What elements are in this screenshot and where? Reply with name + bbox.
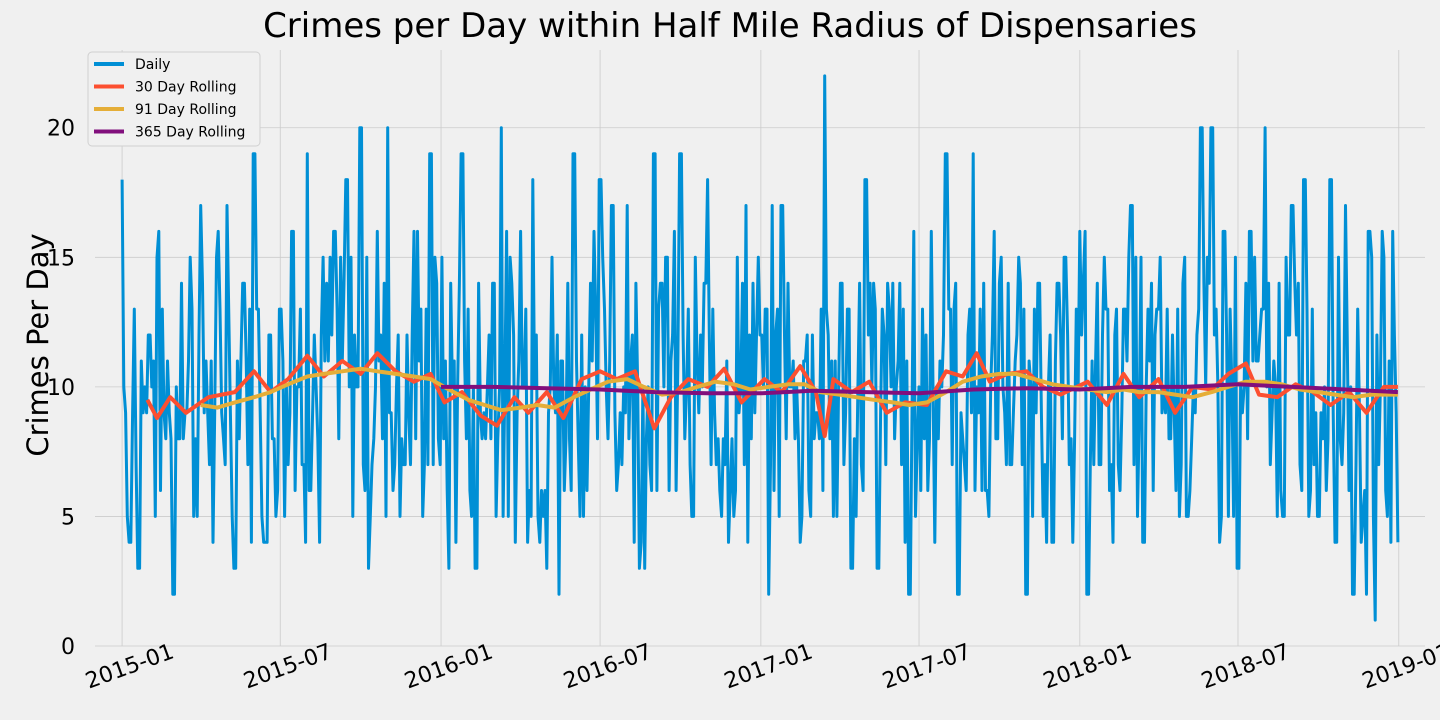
series-lines — [120, 74, 1400, 622]
y-tick-label: 20 — [47, 117, 75, 142]
y-tick-label: 0 — [61, 635, 75, 660]
y-axis-label: Crimes Per Day — [21, 233, 55, 456]
legend-label: 365 Day Rolling — [135, 125, 245, 141]
legend-label: 91 Day Rolling — [135, 102, 236, 118]
chart-title: Crimes per Day within Half Mile Radius o… — [263, 6, 1197, 46]
series-line-daily — [120, 74, 1400, 622]
legend: Daily 30 Day Rolling 91 Day Rolling 365 Day… — [87, 51, 261, 147]
legend-label: Daily — [135, 57, 170, 73]
legend-box — [87, 51, 261, 147]
y-tick-label: 10 — [47, 376, 75, 401]
series-line-365-day-rolling — [441, 382, 1398, 396]
y-tick-label: 5 — [61, 505, 75, 530]
y-tick-label: 15 — [47, 246, 75, 271]
y-tick-labels: 0 5 10 15 20 — [47, 117, 75, 660]
legend-label: 30 Day Rolling — [135, 80, 236, 96]
series-line-91-day-rolling — [200, 366, 1398, 413]
